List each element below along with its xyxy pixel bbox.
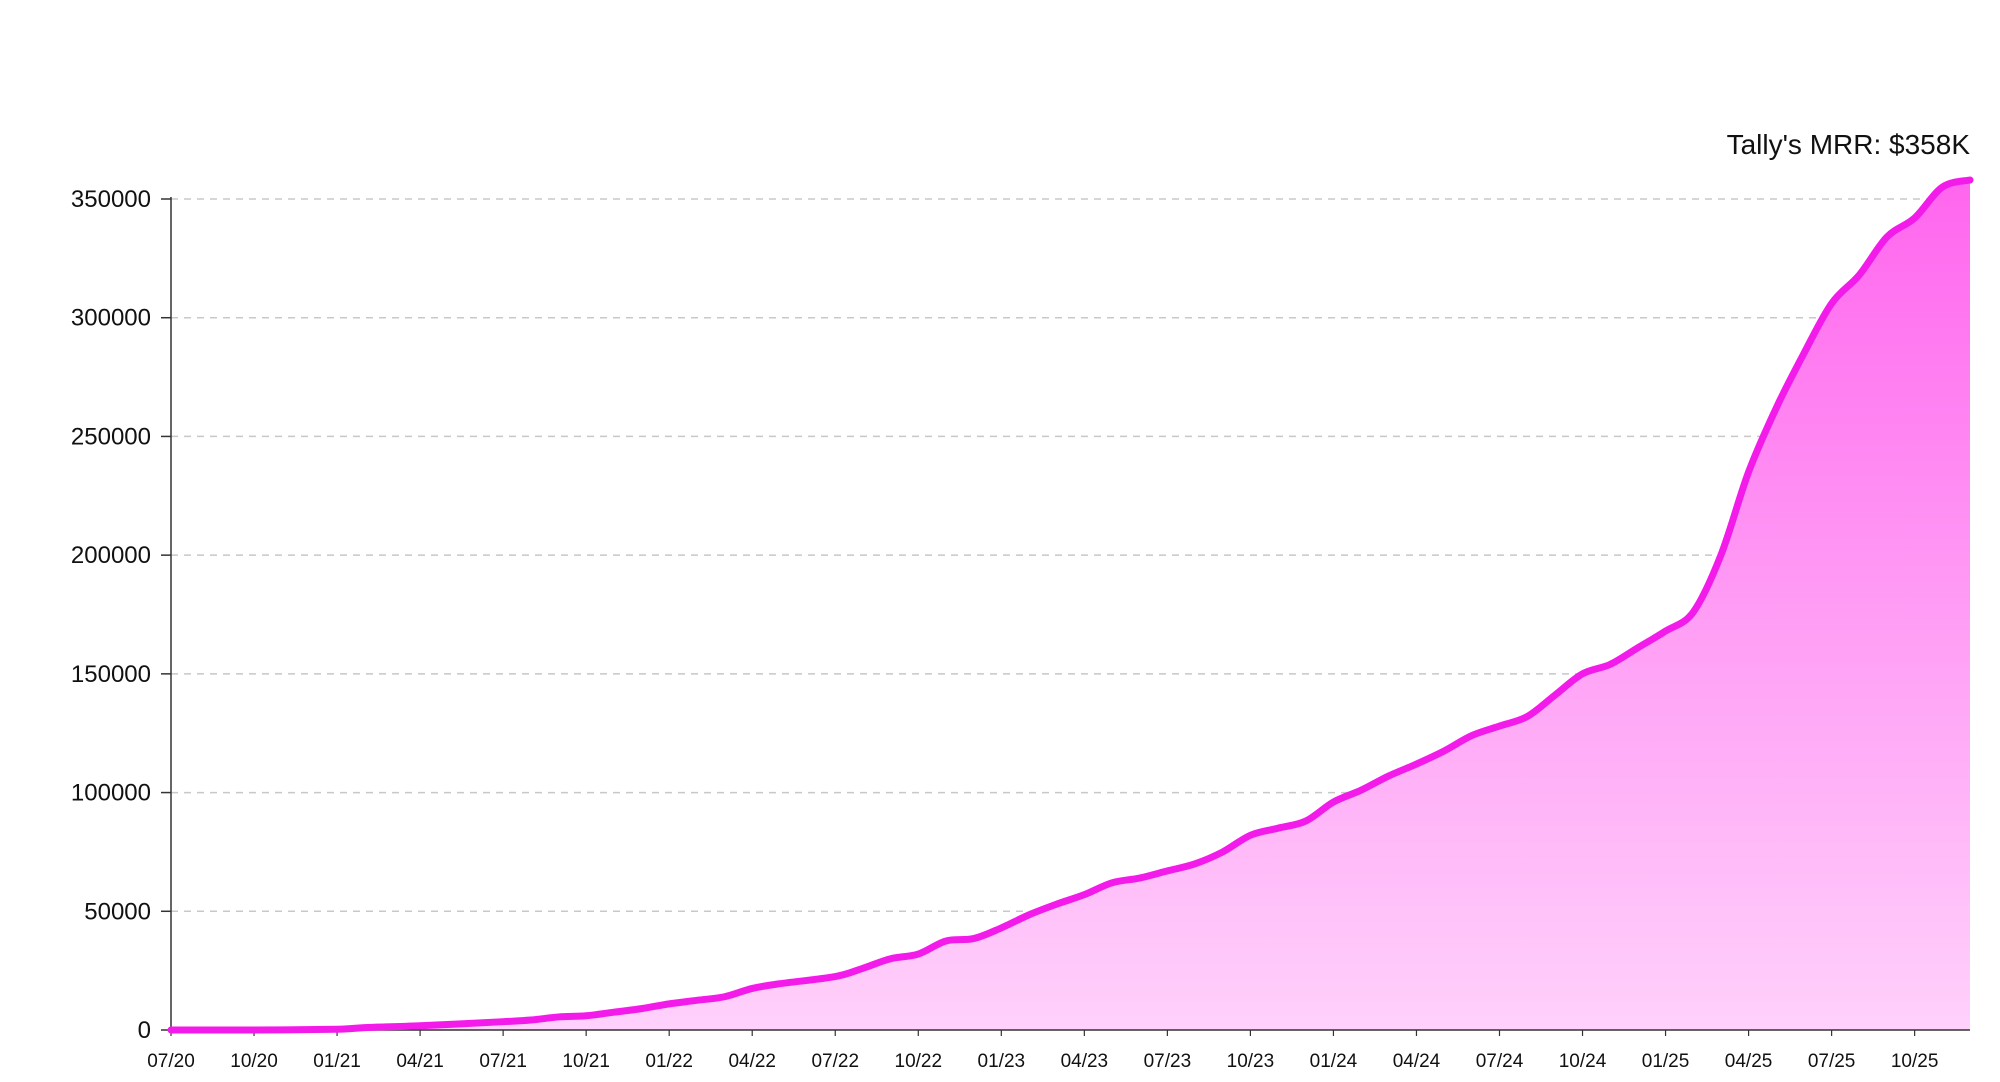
x-tick-label-04-21: 04/21 — [396, 1051, 444, 1072]
x-tick-label-07-23: 07/23 — [1144, 1051, 1192, 1072]
x-tick-label-01-22: 01/22 — [645, 1051, 693, 1072]
data-point-16 — [834, 976, 836, 978]
y-tick-label-100000: 100000 — [71, 780, 151, 807]
series-line — [167, 176, 1974, 1034]
area-fill — [171, 180, 1970, 1031]
mrr-area — [171, 180, 1970, 1031]
axes — [161, 197, 1970, 1036]
data-point-11 — [668, 1003, 670, 1005]
data-point-15 — [779, 983, 781, 985]
data-point-31 — [1249, 834, 1251, 836]
y-tick-label-150000: 150000 — [71, 661, 151, 688]
data-point-46 — [1665, 630, 1667, 632]
data-point-27 — [1139, 877, 1141, 879]
x-tick-label-01-24: 01/24 — [1310, 1051, 1358, 1072]
data-point-44 — [1609, 663, 1611, 665]
data-point-41 — [1526, 716, 1528, 718]
data-point-54 — [1886, 236, 1888, 238]
data-point-7 — [557, 1016, 559, 1018]
x-tick-label-10-25: 10/25 — [1891, 1051, 1939, 1072]
data-point-33 — [1305, 820, 1307, 822]
data-point-49 — [1748, 471, 1750, 473]
x-tick-label-04-22: 04/22 — [728, 1051, 776, 1072]
data-point-9 — [613, 1011, 615, 1013]
x-tick-label-07-25: 07/25 — [1808, 1051, 1856, 1072]
data-point-36 — [1388, 775, 1390, 777]
x-tick-label-07-22: 07/22 — [811, 1051, 859, 1072]
data-point-48 — [1720, 554, 1722, 556]
x-tick-label-01-21: 01/21 — [313, 1051, 361, 1072]
y-tick-label-50000: 50000 — [84, 898, 151, 925]
x-tick-label-01-25: 01/25 — [1642, 1051, 1690, 1072]
data-point-17 — [862, 967, 864, 969]
data-point-52 — [1831, 302, 1833, 304]
x-tick-label-04-23: 04/23 — [1061, 1051, 1109, 1072]
data-point-5 — [502, 1021, 504, 1023]
data-point-0 — [170, 1029, 172, 1031]
data-point-51 — [1803, 352, 1805, 354]
x-tick-label-10-20: 10/20 — [230, 1051, 278, 1072]
x-tick-label-07-24: 07/24 — [1476, 1051, 1524, 1072]
data-point-19 — [917, 953, 919, 955]
data-point-29 — [1194, 863, 1196, 865]
data-point-38 — [1443, 750, 1445, 752]
data-point-3 — [364, 1027, 366, 1029]
data-point-12 — [696, 999, 698, 1001]
data-point-2 — [336, 1028, 338, 1030]
data-point-40 — [1498, 725, 1500, 727]
data-point-4 — [419, 1025, 421, 1027]
grid-lines — [171, 198, 1970, 913]
data-point-13 — [724, 996, 726, 998]
data-point-14 — [751, 987, 753, 989]
data-point-32 — [1277, 827, 1279, 829]
data-point-53 — [1858, 274, 1860, 276]
data-point-24 — [1056, 903, 1058, 905]
y-tick-label-350000: 350000 — [71, 186, 151, 213]
data-point-6 — [530, 1019, 532, 1021]
y-tick-label-250000: 250000 — [71, 423, 151, 450]
data-point-22 — [1000, 927, 1002, 929]
data-point-39 — [1471, 735, 1473, 737]
data-point-30 — [1222, 851, 1224, 853]
data-point-21 — [973, 938, 975, 940]
data-point-26 — [1111, 882, 1113, 884]
data-point-42 — [1554, 694, 1556, 696]
data-point-37 — [1415, 763, 1417, 765]
data-point-47 — [1692, 611, 1694, 613]
data-point-45 — [1637, 647, 1639, 649]
data-point-35 — [1360, 789, 1362, 791]
data-point-25 — [1083, 894, 1085, 896]
data-point-8 — [585, 1015, 587, 1017]
data-point-57 — [1969, 179, 1971, 181]
data-point-56 — [1941, 186, 1943, 188]
tick-labels: 0 50000 100000 150000 200000 250000 300000 3500… — [71, 186, 1939, 1072]
data-point-34 — [1332, 801, 1334, 803]
data-point-43 — [1582, 673, 1584, 675]
x-tick-label-10-22: 10/22 — [895, 1051, 943, 1072]
data-point-28 — [1166, 870, 1168, 872]
y-tick-label-0: 0 — [138, 1017, 151, 1044]
x-tick-label-04-24: 04/24 — [1393, 1051, 1441, 1072]
x-tick-label-10-23: 10/23 — [1227, 1051, 1275, 1072]
data-point-10 — [641, 1008, 643, 1010]
data-point-18 — [890, 958, 892, 960]
x-tick-label-10-24: 10/24 — [1559, 1051, 1607, 1072]
data-point-1 — [253, 1029, 255, 1031]
x-tick-label-04-25: 04/25 — [1725, 1051, 1773, 1072]
y-tick-label-300000: 300000 — [71, 305, 151, 332]
y-tick-label-200000: 200000 — [71, 542, 151, 569]
data-point-23 — [1028, 914, 1030, 916]
x-tick-label-10-21: 10/21 — [562, 1051, 610, 1072]
data-point-55 — [1914, 217, 1916, 219]
x-tick-label-07-20: 07/20 — [147, 1051, 195, 1072]
x-tick-label-01-23: 01/23 — [978, 1051, 1026, 1072]
data-point-20 — [945, 940, 947, 942]
x-tick-label-07-21: 07/21 — [479, 1051, 527, 1072]
mrr-annotation: Tally's MRR: $358K — [1727, 129, 1971, 160]
data-point-50 — [1775, 407, 1777, 409]
